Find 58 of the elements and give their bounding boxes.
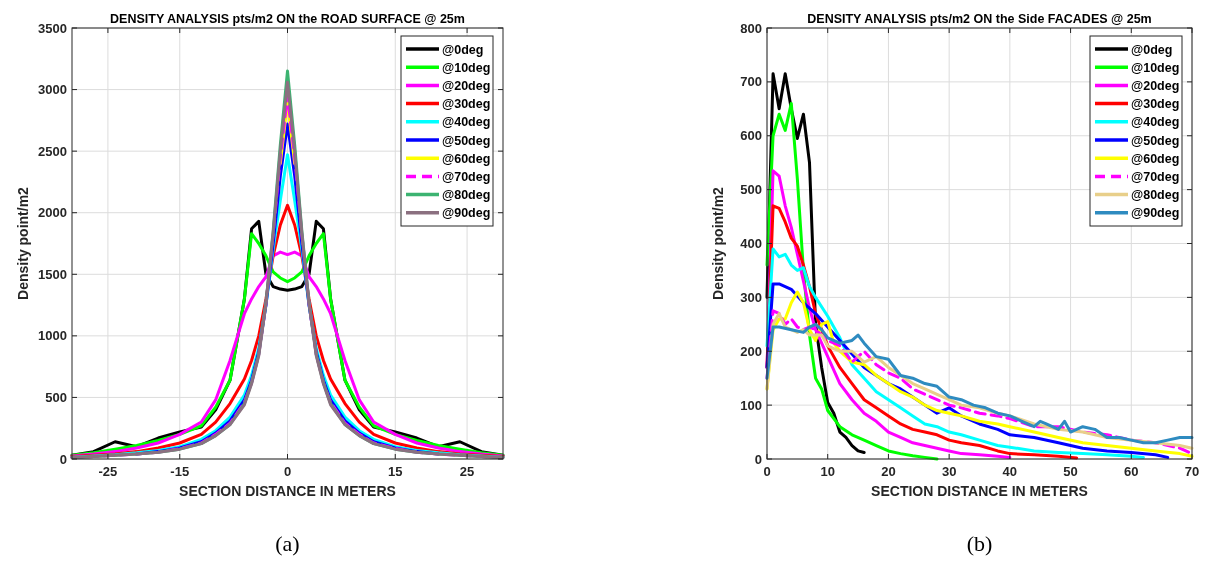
- y-tick-label: 2500: [38, 143, 67, 159]
- legend-label: @10deg: [442, 60, 491, 75]
- y-tick-label: 3000: [38, 82, 67, 98]
- x-axis-title: SECTION DISTANCE IN METERS: [179, 483, 396, 499]
- y-tick-label: 100: [740, 397, 762, 413]
- legend-label: @60deg: [442, 151, 491, 166]
- y-axis-title: Density point/m2: [15, 186, 31, 300]
- legend-label: @90deg: [442, 206, 491, 221]
- legend-label: @40deg: [442, 115, 491, 130]
- line-series: [765, 247, 1145, 459]
- y-tick-label: 400: [740, 236, 762, 251]
- chart-title: DENSITY ANALYSIS pts/m2 ON the Side FACADES @ 25m: [807, 12, 1152, 26]
- y-tick-label: 1000: [38, 328, 67, 344]
- legend-label: @80deg: [1131, 188, 1180, 203]
- x-tick-label: 25: [459, 464, 475, 479]
- legend-label: @80deg: [442, 188, 491, 203]
- x-tick-label: 30: [941, 464, 957, 479]
- chart-title: DENSITY ANALYSIS pts/m2 ON the ROAD SURFACE @ 25m: [110, 12, 465, 26]
- y-tick-label: 600: [740, 128, 762, 144]
- x-tick-label: 20: [881, 464, 896, 479]
- x-tick-label: 70: [1184, 464, 1200, 479]
- y-tick-label: 0: [754, 451, 762, 467]
- legend-label: @10deg: [1131, 60, 1180, 75]
- legend-label: @60deg: [1131, 151, 1180, 166]
- x-axis-title: SECTION DISTANCE IN METERS: [871, 483, 1088, 499]
- x-tick-label: 60: [1124, 464, 1139, 479]
- x-tick-label: -25: [98, 464, 118, 479]
- legend-label: @50deg: [1131, 133, 1180, 148]
- y-tick-label: 800: [740, 20, 762, 36]
- legend-label: @90deg: [1131, 206, 1180, 221]
- text: (b): [966, 531, 993, 556]
- legend-label: @20deg: [442, 78, 491, 93]
- y-tick-label: 300: [740, 289, 762, 305]
- legend-label: @30deg: [442, 97, 491, 112]
- legend-label: @40deg: [1131, 115, 1180, 130]
- x-tick-label: 0: [283, 464, 292, 479]
- legend-label: @0deg: [1131, 42, 1173, 57]
- y-tick-label: 0: [59, 451, 67, 467]
- x-tick-label: -15: [170, 464, 190, 479]
- x-tick-label: 15: [388, 464, 403, 479]
- y-tick-label: 200: [740, 343, 762, 359]
- legend-label: @50deg: [442, 133, 491, 148]
- legend-label: @20deg: [1131, 78, 1180, 93]
- y-tick-label: 500: [45, 389, 67, 405]
- y-tick-label: 1500: [38, 266, 67, 282]
- legend-label: @70deg: [442, 169, 491, 184]
- x-tick-label: 50: [1063, 464, 1078, 479]
- x-tick-label: 40: [1002, 464, 1018, 479]
- y-axis-title: Density point/m2: [710, 186, 726, 300]
- legend-label: @0deg: [442, 42, 484, 57]
- x-tick-label: 10: [820, 464, 835, 479]
- y-tick-label: 500: [740, 182, 762, 198]
- legend-label: @30deg: [1131, 97, 1180, 112]
- y-tick-label: 700: [740, 74, 762, 90]
- y-tick-label: 3500: [38, 20, 67, 36]
- text: (a): [275, 531, 300, 556]
- legend-label: @70deg: [1131, 169, 1180, 184]
- y-tick-label: 2000: [38, 205, 67, 221]
